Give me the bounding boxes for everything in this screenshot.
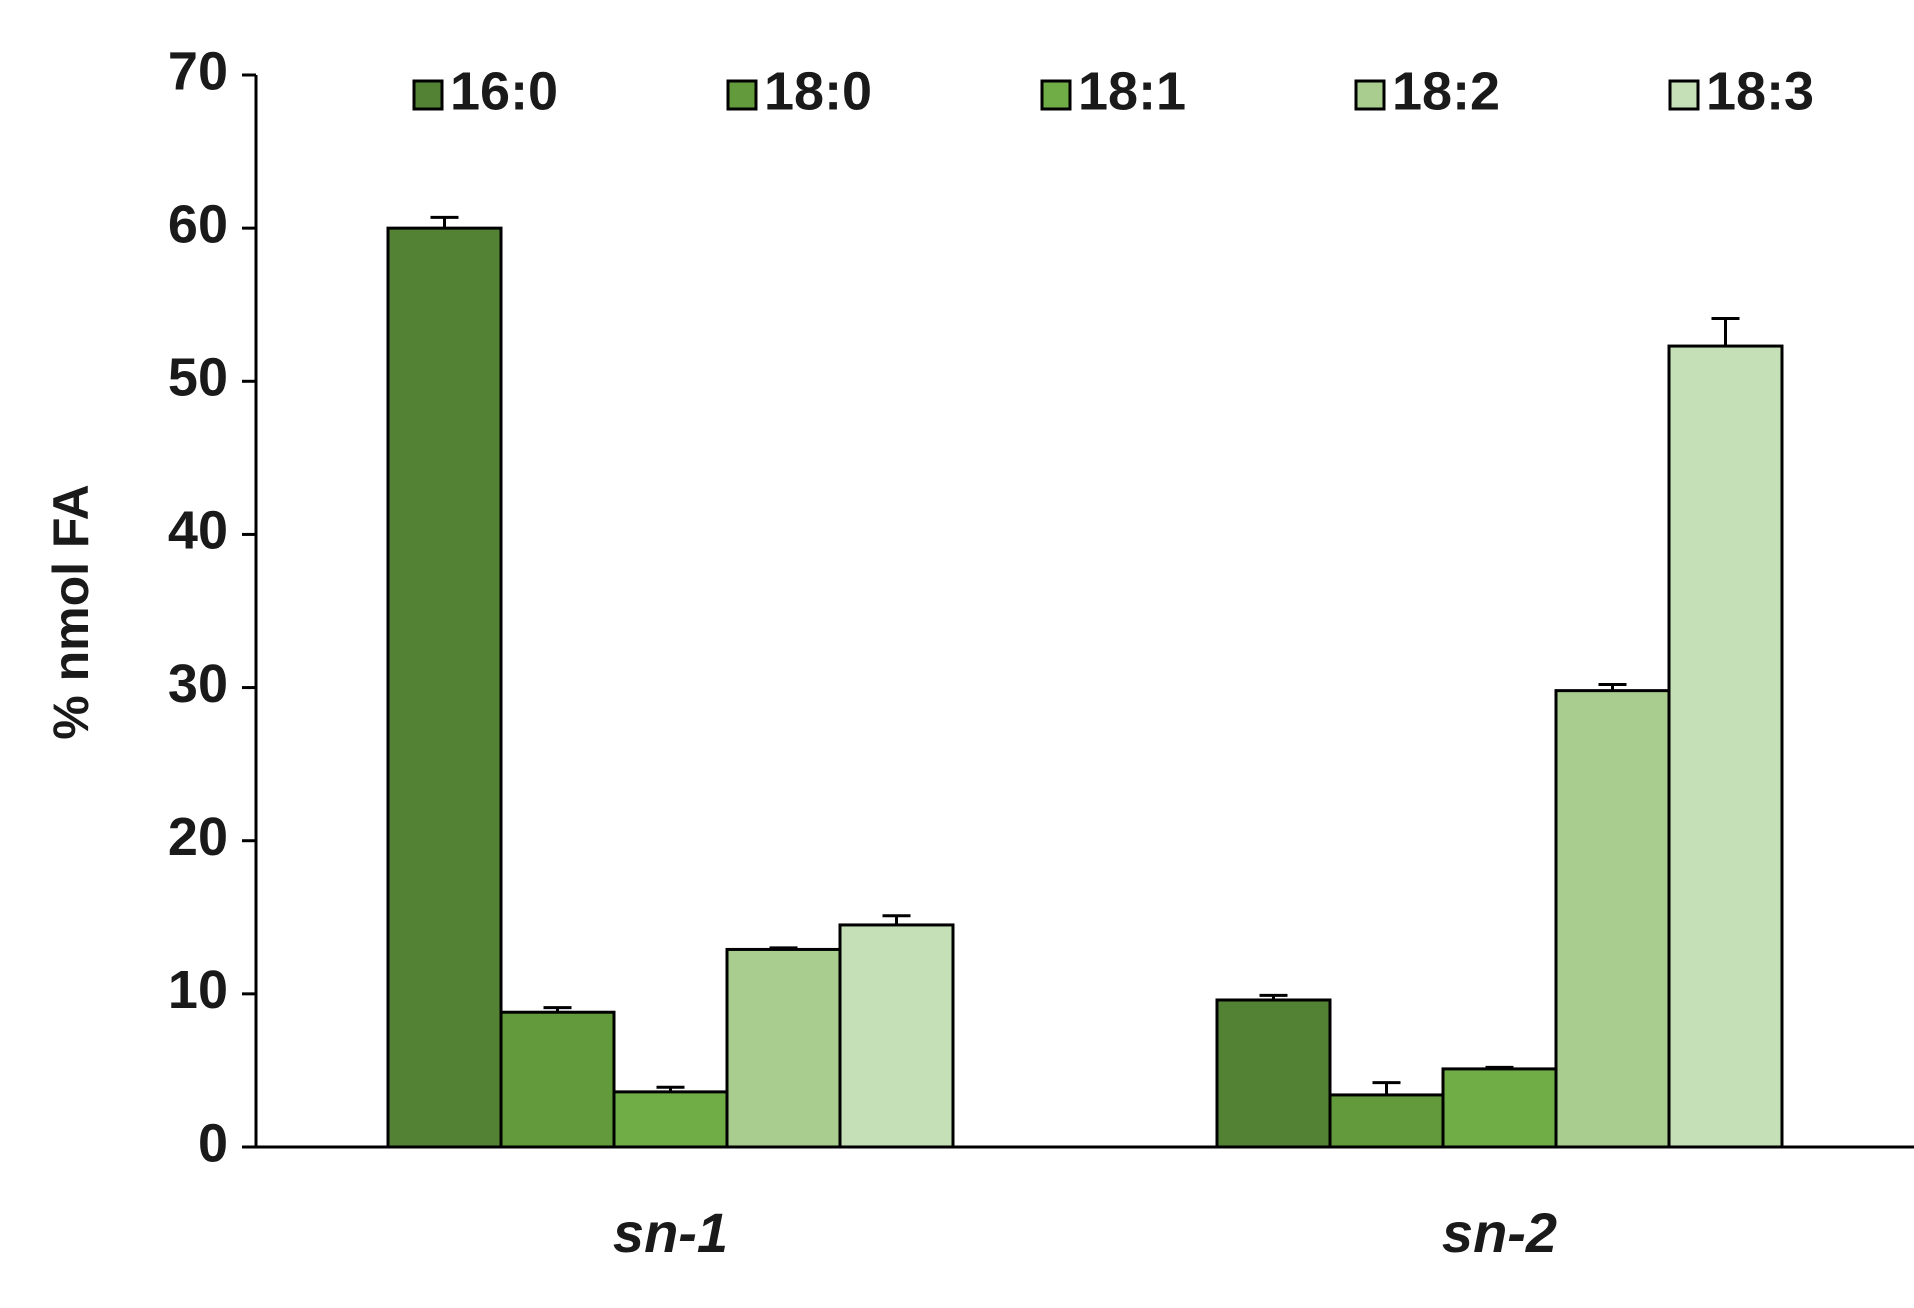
legend-label: 18:3 [1706,61,1814,121]
legend-swatch [412,79,444,111]
error-bar [1711,316,1740,347]
error-bar [1372,1081,1401,1095]
y-tick-label: 40 [168,501,228,561]
y-tick-label: 0 [198,1113,228,1173]
y-tick-label: 30 [168,654,228,714]
y-tick-label: 50 [168,348,228,408]
y-axis-label: % nmol FA [43,484,99,740]
y-tick-label: 60 [168,194,228,254]
error-bar [430,215,459,229]
legend-swatch [1668,79,1700,111]
bar [1215,998,1332,1149]
bar [499,1010,616,1149]
legend-label: 18:0 [764,61,872,121]
bar [838,923,955,1149]
x-tick-label: sn-1 [613,1201,728,1264]
legend-swatch [726,79,758,111]
y-tick-label: 10 [168,960,228,1020]
error-bar [1598,683,1627,691]
bar [1667,344,1784,1149]
legend-swatch [1040,79,1072,111]
legend-label: 18:2 [1392,61,1500,121]
x-tick-label: sn-2 [1442,1201,1557,1264]
error-bar [1485,1065,1514,1069]
legend-label: 18:1 [1078,61,1186,121]
error-bar [769,946,798,950]
bar [1554,689,1671,1149]
error-bar [1259,993,1288,1000]
bar [1328,1093,1445,1149]
y-tick-label: 70 [168,41,228,101]
y-tick-label: 20 [168,807,228,867]
bar [612,1090,729,1149]
error-bar [656,1085,685,1092]
bar [1441,1067,1558,1149]
error-bar [543,1006,572,1013]
legend-swatch [1354,79,1386,111]
bar [386,226,503,1149]
bar [725,947,842,1149]
error-bar [882,914,911,925]
legend-label: 16:0 [450,61,558,121]
